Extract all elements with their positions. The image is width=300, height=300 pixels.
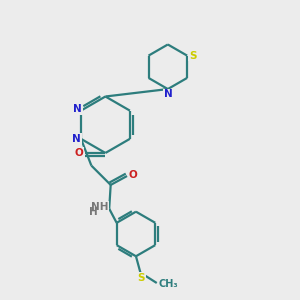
Text: CH₃: CH₃ — [158, 279, 178, 289]
Text: N: N — [73, 104, 82, 114]
Text: N: N — [164, 89, 173, 99]
Text: S: S — [189, 51, 197, 61]
Text: O: O — [74, 148, 83, 158]
Text: H: H — [89, 207, 98, 217]
Text: O: O — [129, 169, 137, 179]
Text: N: N — [72, 134, 81, 144]
Text: NH: NH — [91, 202, 108, 212]
Text: S: S — [137, 273, 145, 283]
